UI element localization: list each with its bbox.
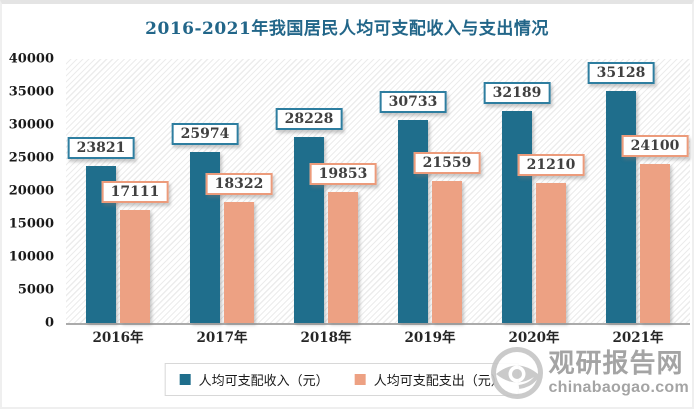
x-tick-label: 2020年	[508, 330, 560, 346]
y-tick-label: 5000	[17, 282, 54, 298]
watermark-site-name: 观研报告网	[548, 348, 684, 379]
bar-value-label: 24100	[621, 134, 689, 157]
watermark: 观研报告网 chinabaogao.com	[489, 345, 689, 401]
expense-bar-2017年: 18322	[205, 173, 273, 323]
x-tick-label: 2018年	[300, 330, 352, 346]
expense-bar-2019年: 21559	[413, 151, 481, 323]
bar-value-label: 18322	[205, 173, 273, 196]
x-tick-label: 2017年	[196, 330, 248, 346]
x-tick-label: 2016年	[92, 330, 144, 346]
bar-value-label: 17111	[101, 181, 169, 204]
bar-group-2017年: 25974 18322	[170, 59, 274, 323]
legend-item: 人均可支配支出（元）	[354, 370, 504, 389]
legend-label: 人均可支配支出（元）	[373, 373, 504, 388]
legend-swatch	[354, 374, 366, 385]
y-axis: 0 5000 10000 15000 20000 25000 30000 35000 40000	[2, 53, 60, 330]
y-tick-label: 10000	[8, 249, 54, 265]
watermark-site-domain: chinabaogao.com	[548, 378, 689, 396]
legend-label: 人均可支配收入（元）	[198, 373, 329, 388]
y-tick-label: 40000	[8, 51, 54, 67]
legend-item: 人均可支配收入（元）	[179, 370, 329, 389]
y-tick-label: 15000	[8, 216, 54, 232]
bar-group-2020年: 32189 21210	[482, 59, 586, 323]
y-tick-label: 25000	[8, 150, 54, 166]
bar-value-label: 21210	[517, 154, 585, 177]
expense-bar-2021年: 24100	[621, 134, 689, 323]
y-tick-label: 35000	[8, 84, 54, 100]
y-tick-label: 0	[44, 315, 54, 331]
legend-swatch	[179, 374, 191, 385]
x-tick-label: 2021年	[612, 330, 664, 346]
expense-bar-2018年: 19853	[309, 162, 377, 323]
income-bar-2020年: 32189	[483, 81, 551, 323]
bar-value-label: 19853	[309, 162, 377, 185]
bar-value-label: 35128	[587, 62, 655, 85]
expense-bar-2016年: 17111	[101, 181, 169, 323]
chart-title: 2016-2021年我国居民人均可支配收入与支出情况	[145, 19, 549, 39]
income-bar-2021年: 35128	[587, 62, 655, 323]
bar-group-2016年: 23821 17111	[66, 59, 170, 323]
x-tick-label: 2019年	[404, 330, 456, 346]
bar-value-label: 23821	[67, 136, 135, 159]
bar-group-2021年: 35128 24100	[586, 59, 690, 323]
watermark-eye-logo-icon	[491, 347, 544, 399]
watermark-text: 观研报告网 chinabaogao.com	[548, 348, 689, 396]
bar-group-2019年: 30733 21559	[378, 59, 482, 323]
bar-value-label: 21559	[413, 151, 481, 174]
expense-bar-2020年: 21210	[517, 154, 585, 323]
income-bar-2019年: 30733	[379, 91, 447, 323]
x-axis: 2016年 2017年 2018年 2019年 2020年 2021年	[66, 330, 690, 352]
legend: 人均可支配收入（元） 人均可支配支出（元）	[164, 363, 519, 396]
bar-group-2018年: 28228 19853	[274, 59, 378, 323]
plot-area: 23821 17111 25974 18322 28228 19853 30733 21559…	[66, 59, 690, 325]
bar-value-label: 30733	[379, 91, 447, 114]
y-tick-label: 20000	[8, 183, 54, 199]
bar-value-label: 32189	[483, 81, 551, 104]
bar-value-label: 25974	[171, 122, 239, 145]
y-tick-label: 30000	[8, 117, 54, 133]
bar-value-label: 28228	[275, 107, 343, 130]
